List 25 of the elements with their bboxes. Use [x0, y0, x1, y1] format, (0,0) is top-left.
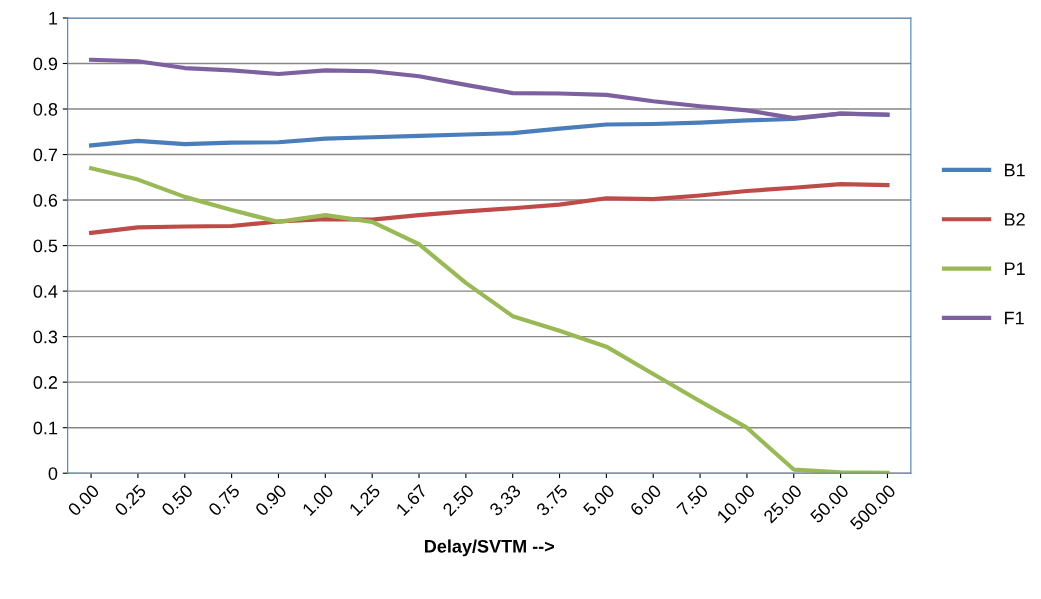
y-tick-label: 0.6	[33, 194, 58, 207]
x-tick-label: 0.50	[160, 483, 194, 517]
x-axis-title: Delay/SVTM -->	[425, 539, 555, 557]
line-series	[89, 182, 890, 235]
line-series	[89, 57, 890, 121]
line-series	[89, 166, 890, 474]
x-tick-label: 0.90	[254, 483, 288, 517]
y-tick-label: 0	[48, 467, 58, 480]
y-tick-label: 0.1	[33, 421, 58, 435]
x-tick-label: 0.00	[67, 483, 100, 517]
x-tick-label: 6.00	[629, 483, 663, 517]
x-tick-label: 7.50	[676, 483, 709, 517]
y-tick-label: 0.9	[33, 57, 58, 71]
y-tick-label: 0.5	[33, 239, 58, 253]
y-tick-label: 0.2	[33, 376, 58, 389]
legend-label: B2	[1005, 212, 1025, 226]
x-tick-label: 0.75	[207, 483, 241, 517]
legend-label: P1	[1005, 262, 1025, 275]
y-tick-label: 0.4	[33, 285, 58, 298]
legend-label: B1	[1005, 163, 1025, 177]
y-tick-label: 0.8	[33, 102, 58, 116]
legend-label: F1	[1005, 311, 1024, 325]
y-tick-label: 0.7	[33, 148, 58, 162]
y-tick-label: 0.3	[33, 330, 58, 344]
y-tick-label: 1	[49, 12, 58, 25]
